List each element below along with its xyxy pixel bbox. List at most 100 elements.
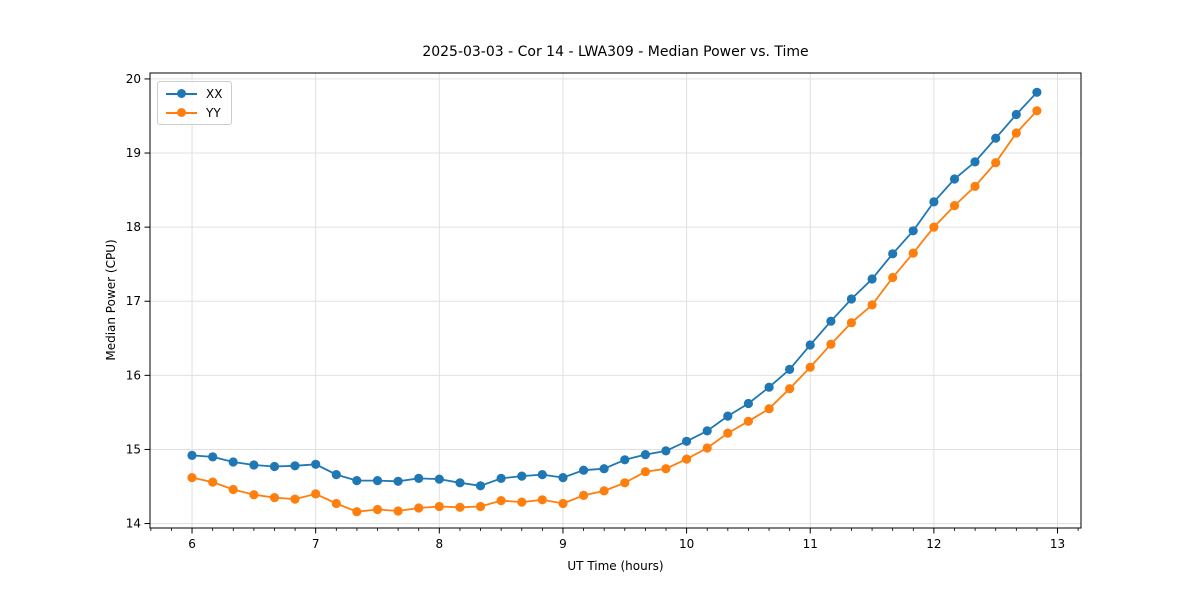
data-point-yy xyxy=(269,493,280,503)
data-point-xx xyxy=(991,133,1001,143)
data-point-xx xyxy=(393,476,403,486)
data-point-xx xyxy=(929,197,939,207)
data-point-xx xyxy=(682,436,692,446)
legend-swatch-xx xyxy=(166,88,197,99)
data-point-yy xyxy=(496,496,506,506)
data-point-yy xyxy=(517,497,527,507)
y-tick-label: 16 xyxy=(126,368,141,382)
data-point-xx xyxy=(537,470,547,480)
y-tick-label: 17 xyxy=(126,294,141,308)
data-point-yy xyxy=(949,201,960,211)
legend-swatch-yy xyxy=(166,107,197,118)
x-tick-label: 11 xyxy=(803,537,818,551)
data-point-xx xyxy=(208,452,218,462)
chart-title: 2025-03-03 - Cor 14 - LWA309 - Median Po… xyxy=(422,44,809,60)
data-point-xx xyxy=(496,473,506,483)
data-point-yy xyxy=(393,506,403,516)
data-point-yy xyxy=(682,454,692,464)
legend-marker-icon xyxy=(177,89,186,98)
data-point-yy xyxy=(929,222,939,232)
data-point-yy xyxy=(743,416,754,426)
plot-border xyxy=(149,72,1082,529)
data-point-yy xyxy=(537,495,547,505)
series-line-xx xyxy=(191,91,1038,487)
data-point-xx xyxy=(743,398,754,409)
data-point-yy xyxy=(846,318,857,328)
legend-item-xx: XX xyxy=(166,85,222,102)
data-point-xx xyxy=(249,460,259,470)
data-point-yy xyxy=(805,362,815,372)
data-point-yy xyxy=(867,300,877,310)
data-point-xx xyxy=(867,274,877,284)
data-point-xx xyxy=(846,294,857,304)
data-point-yy xyxy=(661,464,671,474)
y-tick-label: 14 xyxy=(126,517,141,531)
data-point-yy xyxy=(434,501,444,512)
data-point-yy xyxy=(372,504,383,515)
data-point-xx xyxy=(1011,109,1021,120)
data-point-xx xyxy=(352,476,362,486)
data-point-yy xyxy=(475,501,486,512)
data-point-xx xyxy=(414,473,424,483)
data-point-xx xyxy=(702,426,712,436)
data-point-yy xyxy=(620,478,630,488)
data-point-xx xyxy=(1032,87,1042,97)
data-point-yy xyxy=(208,477,218,487)
legend-label-xx: XX xyxy=(206,86,223,101)
data-point-yy xyxy=(187,473,197,483)
data-point-xx xyxy=(228,457,238,467)
data-point-xx xyxy=(599,464,609,474)
y-tick-label: 15 xyxy=(126,442,141,456)
data-point-yy xyxy=(558,498,568,509)
data-point-yy xyxy=(249,490,259,500)
data-point-xx xyxy=(558,473,568,483)
data-point-xx xyxy=(723,411,733,421)
legend-item-yy: YY xyxy=(166,104,222,121)
data-point-yy xyxy=(414,503,424,513)
data-point-yy xyxy=(640,467,651,477)
data-point-yy xyxy=(228,484,238,495)
data-point-yy xyxy=(579,490,589,500)
x-tick-label: 7 xyxy=(312,537,320,551)
data-point-xx xyxy=(434,474,444,484)
legend-label-yy: YY xyxy=(206,105,221,120)
y-tick-label: 19 xyxy=(126,146,141,160)
data-point-yy xyxy=(331,498,341,509)
data-point-yy xyxy=(991,158,1001,168)
data-point-xx xyxy=(949,174,960,184)
x-tick-label: 10 xyxy=(679,537,694,551)
data-point-yy xyxy=(970,181,980,191)
data-point-xx xyxy=(475,481,486,491)
data-point-yy xyxy=(1011,128,1021,138)
x-tick-label: 13 xyxy=(1050,537,1065,551)
series-line-yy xyxy=(191,110,1038,513)
y-tick-label: 18 xyxy=(126,220,141,234)
data-point-xx xyxy=(785,364,795,374)
data-point-xx xyxy=(620,455,630,465)
data-point-yy xyxy=(723,428,733,438)
x-tick-label: 8 xyxy=(435,537,443,551)
data-point-xx xyxy=(764,382,774,392)
legend-marker-icon xyxy=(177,108,186,117)
data-point-yy xyxy=(290,494,300,504)
x-tick-label: 9 xyxy=(559,537,567,551)
data-point-xx xyxy=(311,459,321,469)
data-point-yy xyxy=(908,248,918,258)
x-axis-label: UT Time (hours) xyxy=(567,559,664,573)
data-point-yy xyxy=(702,443,712,453)
data-point-xx xyxy=(187,450,197,460)
data-point-xx xyxy=(826,316,836,326)
data-point-yy xyxy=(1032,106,1042,116)
data-point-xx xyxy=(517,471,527,481)
data-point-yy xyxy=(785,384,795,394)
data-point-xx xyxy=(331,470,341,480)
x-tick-label: 12 xyxy=(926,537,941,551)
data-point-xx xyxy=(970,157,980,167)
data-point-yy xyxy=(311,489,321,499)
data-point-xx xyxy=(908,226,918,236)
data-point-xx xyxy=(455,478,465,488)
y-axis-label: Median Power (CPU) xyxy=(104,239,118,361)
data-point-yy xyxy=(826,339,836,349)
